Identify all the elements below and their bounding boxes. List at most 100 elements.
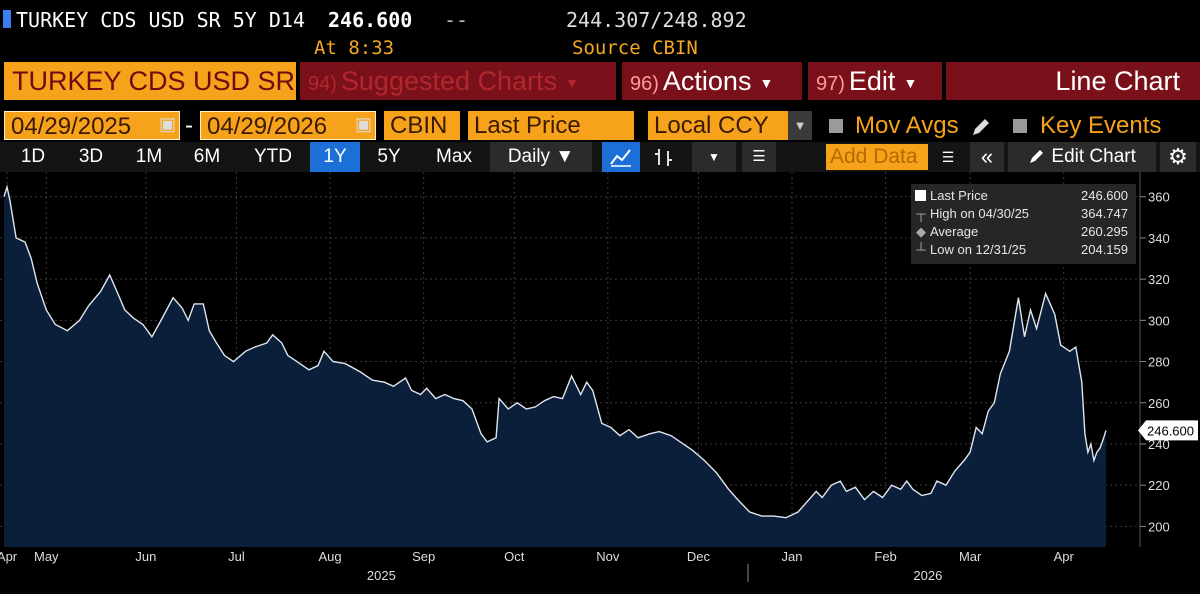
chart-style-dropdown[interactable]: ▼: [692, 142, 736, 172]
security-title-button[interactable]: TURKEY CDS USD SR: [4, 62, 296, 100]
pencil-icon[interactable]: [970, 116, 992, 138]
calendar-icon[interactable]: ▣: [355, 114, 373, 134]
start-date-value: 04/29/2025: [11, 113, 132, 140]
currency-selector[interactable]: Local CCY: [648, 111, 788, 140]
date-controls: 04/29/2025 ▣ - 04/29/2026 ▣ CBIN Last Pr…: [0, 108, 1200, 142]
y-tick-label: 200: [1148, 519, 1170, 534]
caret-down-icon: ▼: [759, 74, 774, 91]
mov-avgs-label: Mov Avgs: [855, 112, 959, 139]
frequency-selector[interactable]: Daily ▼: [490, 142, 592, 172]
x-tick-label: Feb: [874, 549, 896, 564]
period-max[interactable]: Max: [436, 146, 472, 167]
x-tick-label: May: [34, 549, 59, 564]
start-date-field[interactable]: 04/29/2025: [4, 111, 180, 140]
period-1d[interactable]: 1D: [20, 146, 46, 167]
legend-value: 204.159: [1081, 242, 1128, 257]
price-line: [3, 184, 1107, 519]
period-5y[interactable]: 5Y: [377, 146, 401, 167]
end-date-field[interactable]: 04/29/2026: [200, 111, 376, 140]
legend-value: 364.747: [1081, 206, 1128, 221]
edit-menu[interactable]: 97) Edit ▼: [808, 62, 942, 100]
y-tick-label: 360: [1148, 190, 1170, 205]
suggested-charts-number: 94): [308, 73, 337, 95]
period-ytd[interactable]: YTD: [254, 146, 292, 167]
y-axis: 200 220 240 260 280 300 320 340 360: [1140, 190, 1170, 534]
ticker-name: TURKEY CDS USD SR 5Y D14: [16, 8, 305, 32]
x-tick-label: Jan: [782, 549, 803, 564]
y-tick-label: 240: [1148, 437, 1170, 452]
legend-label: Average: [930, 224, 979, 239]
chevron-down-icon[interactable]: ▼: [788, 111, 812, 140]
chart-type-label[interactable]: Line Chart: [946, 62, 1200, 100]
period-1m[interactable]: 1M: [135, 146, 163, 167]
actions-number: 96): [630, 73, 659, 95]
filter-dropdown-icon[interactable]: ☰: [742, 142, 776, 172]
header-marker: [3, 10, 11, 28]
high-marker-icon: ┬: [916, 206, 926, 221]
edit-chart-label: Edit Chart: [1051, 146, 1136, 167]
bid-ask: 244.307/248.892: [566, 8, 747, 32]
actions-label: Actions: [662, 66, 752, 96]
low-marker-icon: ┴: [916, 242, 926, 257]
menu-dropdown-icon[interactable]: ☰: [941, 149, 955, 165]
double-chevron-left-icon[interactable]: «: [970, 142, 1004, 172]
date-separator: -: [185, 112, 193, 139]
period-1y[interactable]: 1Y: [310, 142, 360, 172]
suggested-charts-menu[interactable]: 94) Suggested Charts ▼: [300, 62, 616, 100]
pencil-icon: [1030, 150, 1044, 163]
period-6m[interactable]: 6M: [193, 146, 221, 167]
caret-down-icon: ▼: [555, 146, 575, 167]
x-tick-label: Nov: [596, 549, 620, 564]
add-data-input[interactable]: Add Data: [826, 144, 928, 170]
caret-down-icon: ▼: [903, 74, 918, 91]
legend-low: ┴ Low on 12/31/25 204.159: [915, 241, 1128, 259]
quote-source: Source CBIN: [572, 37, 698, 59]
x-tick-label: Jun: [135, 549, 156, 564]
gear-icon[interactable]: ⚙: [1160, 142, 1196, 172]
end-date-value: 04/29/2026: [207, 113, 328, 140]
frequency-value: Daily: [507, 146, 551, 167]
menu-bar: TURKEY CDS USD SR 94) Suggested Charts ▼ 9…: [0, 62, 1200, 100]
legend-average: ◆ Average 260.295: [915, 223, 1128, 241]
actions-menu[interactable]: 96) Actions ▼: [622, 62, 802, 100]
pricing-source-field[interactable]: CBIN: [384, 111, 460, 140]
last-value-text: 246.600: [1147, 423, 1194, 438]
line-chart-icon[interactable]: [602, 142, 640, 172]
legend-high: ┬ High on 04/30/25 364.747: [915, 205, 1128, 223]
y-tick-label: 260: [1148, 396, 1170, 411]
period-3d[interactable]: 3D: [78, 146, 104, 167]
security-header: TURKEY CDS USD SR 5Y D14 246.600 -- 244.…: [0, 0, 1200, 62]
legend-value: 246.600: [1081, 188, 1128, 203]
edit-label: Edit: [848, 66, 896, 96]
legend-last-price: Last Price 246.600: [915, 187, 1128, 205]
key-events-checkbox[interactable]: [1013, 119, 1027, 133]
last-value-tag: [1138, 420, 1198, 441]
x-axis: Apr May Jun Jul Aug Sep Oct Nov Dec Jan Feb Mar Apr 2…: [0, 549, 1075, 583]
x-tick-label: Dec: [687, 549, 711, 564]
y-tick-label: 280: [1148, 355, 1170, 370]
calendar-icon[interactable]: ▣: [159, 114, 177, 134]
legend-label: Last Price: [930, 188, 988, 203]
y-tick-label: 320: [1148, 272, 1170, 287]
x-tick-label: Apr: [1054, 549, 1075, 564]
year-label: 2025: [367, 568, 396, 583]
x-tick-label: Mar: [959, 549, 982, 564]
ohlc-bar-icon[interactable]: [646, 142, 682, 172]
y-tick-label: 300: [1148, 313, 1170, 328]
mov-avgs-checkbox[interactable]: [829, 119, 843, 133]
legend-value: 260.295: [1081, 224, 1128, 239]
y-tick-label: 340: [1148, 231, 1170, 246]
field-selector[interactable]: Last Price: [468, 111, 634, 140]
x-tick-label: Jul: [228, 549, 245, 564]
x-tick-label: Apr: [0, 549, 18, 564]
caret-down-icon: ▼: [565, 74, 579, 91]
x-tick-label: Aug: [319, 549, 342, 564]
edit-chart-button[interactable]: Edit Chart: [1008, 142, 1156, 172]
last-value-marker: 246.600: [1138, 420, 1198, 441]
legend-swatch: [915, 190, 926, 201]
legend-label: High on 04/30/25: [930, 206, 1030, 221]
y-tick-label: 220: [1148, 478, 1170, 493]
toolbar: 1D 3D 1M 6M YTD 1Y 5Y Max Daily ▼ ▼ ☰ Ad…: [0, 142, 1200, 172]
legend-label: Low on 12/31/25: [930, 242, 1027, 257]
year-label: 2026: [913, 568, 942, 583]
